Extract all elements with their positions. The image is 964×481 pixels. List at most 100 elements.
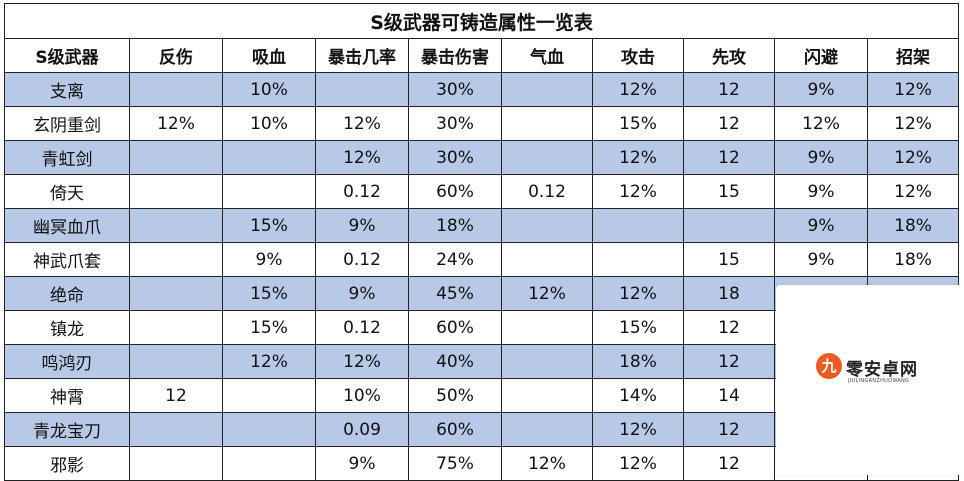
attribute-cell: 12% [866,174,960,209]
attribute-cell: 9% [774,140,868,175]
header-initiative: 先攻 [683,38,775,73]
weapon-name-cell: 幽冥血爪 [4,208,130,243]
attribute-cell [129,208,223,243]
attribute-cell: 0.09 [315,412,409,447]
attribute-cell: 12% [866,140,960,175]
attribute-cell [222,446,316,481]
attribute-cell: 12% [592,276,684,311]
attribute-cell: 18% [866,208,960,243]
attribute-cell: 60% [408,412,502,447]
table-row: 支离 10% 30% 12% 12 9% 12% [4,72,960,107]
attribute-cell: 0.12 [315,310,409,345]
weapon-name-cell: 青龙宝刀 [4,412,130,447]
table-row: 青龙宝刀 0.09 60% 12% 12 [4,412,960,447]
attribute-cell [129,140,223,175]
attribute-cell: 12% [501,446,593,481]
attribute-cell: 0.12 [315,174,409,209]
header-crit-damage: 暴击伤害 [408,38,502,73]
header-hp: 气血 [501,38,593,73]
table-row: 青虹剑 12% 30% 12% 12 9% 12% [4,140,960,175]
attribute-cell: 15% [222,276,316,311]
header-row: S级武器 反伤 吸血 暴击几率 暴击伤害 气血 攻击 先攻 闪避 招架 [4,38,960,73]
attribute-cell: 12 [683,106,775,141]
attribute-cell: 50% [408,378,502,413]
attribute-cell: 12% [592,174,684,209]
attribute-cell: 30% [408,140,502,175]
attribute-cell: 9% [774,242,868,277]
attribute-cell [592,242,684,277]
attribute-cell [501,378,593,413]
attribute-cell [501,208,593,243]
table-row: 倚天 0.12 60% 0.12 12% 15 9% 12% [4,174,960,209]
weapon-name-cell: 邪影 [4,446,130,481]
attribute-cell: 12% [222,344,316,379]
attribute-cell [129,174,223,209]
weapon-name-cell: 青虹剑 [4,140,130,175]
attribute-cell [129,344,223,379]
weapon-name-cell: 倚天 [4,174,130,209]
weapon-name-cell: 绝命 [4,276,130,311]
attribute-cell: 12% [592,446,684,481]
attribute-cell [129,310,223,345]
attribute-cell: 12 [683,412,775,447]
attribute-cell: 12% [774,106,868,141]
attribute-cell [501,412,593,447]
attribute-cell: 9% [774,72,868,107]
attribute-cell [683,208,775,243]
attribute-cell: 12% [592,140,684,175]
attribute-cell: 9% [315,446,409,481]
attribute-cell [222,174,316,209]
attribute-cell [501,140,593,175]
header-lifesteal: 吸血 [222,38,316,73]
table-row: 神武爪套 9% 0.12 24% 15 9% 18% [4,242,960,277]
attribute-cell: 12 [683,446,775,481]
weapon-name-cell: 神武爪套 [4,242,130,277]
attribute-cell [129,72,223,107]
attribute-cell: 30% [408,72,502,107]
attribute-cell: 0.12 [501,174,593,209]
attribute-cell: 15% [222,208,316,243]
attribute-cell [222,412,316,447]
header-parry: 招架 [866,38,960,73]
header-weapon: S级武器 [4,38,130,73]
table-row: 玄阴重剑 12% 10% 12% 30% 15% 12 12% 12% [4,106,960,141]
attribute-cell: 12 [683,344,775,379]
weapon-name-cell: 镇龙 [4,310,130,345]
attribute-cell: 12 [683,310,775,345]
attribute-cell [501,106,593,141]
attribute-cell [501,344,593,379]
attribute-cell: 9% [774,208,868,243]
attribute-cell: 10% [222,72,316,107]
attribute-cell [501,310,593,345]
attribute-cell [222,140,316,175]
attribute-cell: 9% [315,208,409,243]
attribute-cell: 12% [866,72,960,107]
header-crit-rate: 暴击几率 [315,38,409,73]
attribute-cell: 15% [222,310,316,345]
attribute-cell [315,72,409,107]
attribute-cell: 12% [866,106,960,141]
site-logo-icon: 九 [816,353,842,379]
attribute-cell: 15 [683,242,775,277]
attribute-cell: 10% [222,106,316,141]
attribute-cell: 14 [683,378,775,413]
attribute-cell: 9% [222,242,316,277]
weapon-attribute-table: S级武器可铸造属性一览表 S级武器 反伤 吸血 暴击几率 暴击伤害 气血 攻击 … [3,3,960,481]
attribute-cell [129,446,223,481]
attribute-cell: 18% [592,344,684,379]
attribute-cell: 30% [408,106,502,141]
attribute-cell: 18% [408,208,502,243]
attribute-cell: 9% [315,276,409,311]
table-row: 幽冥血爪 15% 9% 18% 9% 18% [4,208,960,243]
attribute-cell: 24% [408,242,502,277]
attribute-cell: 12 [129,378,223,413]
attribute-cell: 15% [592,106,684,141]
attribute-cell: 40% [408,344,502,379]
attribute-cell: 14% [592,378,684,413]
attribute-cell: 60% [408,310,502,345]
attribute-cell [129,242,223,277]
attribute-cell [222,378,316,413]
attribute-cell: 0.12 [315,242,409,277]
attribute-cell [129,412,223,447]
attribute-cell [592,208,684,243]
